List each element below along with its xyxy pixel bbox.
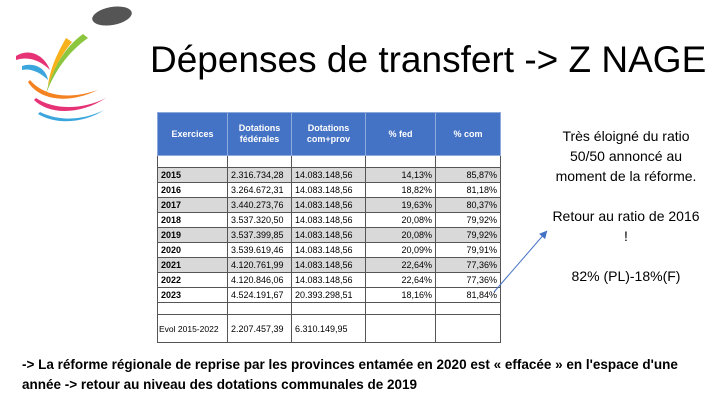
cell-year: 2019 [157, 227, 228, 243]
cell-pct-fed: 19,63% [365, 197, 436, 213]
cell-pct-com: 80,37% [435, 197, 501, 213]
cell-pct-fed: 22,64% [365, 257, 436, 273]
cell-pct-com: 77,36% [435, 257, 501, 273]
cell-comprov: 14.083.148,56 [291, 257, 366, 273]
header-pct-com: % com [435, 112, 501, 156]
table-row: 2020 3.539.619,46 14.083.148,56 20,09% 7… [157, 242, 501, 258]
transfer-table: Exercices Dotations fédérales Dotations … [157, 112, 501, 343]
side-note-line1: Très éloigné du ratio 50/50 annoncé au m… [555, 128, 697, 184]
header-dotations-federales: Dotations fédérales [227, 112, 292, 156]
cell-comprov: 14.083.148,56 [291, 167, 366, 183]
side-note-line3: 82% (PL)-18%(F) [571, 268, 681, 284]
side-note: Très éloigné du ratio 50/50 annoncé au m… [552, 126, 700, 286]
page-title: Dépenses de transfert -> Z NAGE [150, 39, 705, 80]
header-exercices: Exercices [157, 112, 228, 156]
header-dotations-comprov: Dotations com+prov [291, 112, 366, 156]
header-pct-fed: % fed [365, 112, 436, 156]
cell-year: 2021 [157, 257, 228, 273]
table-row: 2016 3.264.672,31 14.083.148,56 18,82% 8… [157, 182, 501, 198]
cell-evol-comprov: 6.310.149,95 [291, 314, 366, 343]
table-row: 2019 3.537.399,85 14.083.148,56 20,08% 7… [157, 227, 501, 243]
bottom-note: -> La réforme régionale de reprise par l… [22, 357, 678, 392]
cell-fed: 4.120.761,99 [227, 257, 292, 273]
logo-icon [16, 6, 132, 122]
table-row: 2023 4.524.191,67 20.393.298,51 18,16% 8… [157, 287, 501, 303]
cell-comprov: 14.083.148,56 [291, 227, 366, 243]
cell-fed: 3.440.273,76 [227, 197, 292, 213]
cell-pct-com: 79,92% [435, 227, 501, 243]
table-row: 2021 4.120.761,99 14.083.148,56 22,64% 7… [157, 257, 501, 273]
side-note-line2: Retour au ratio de 2016 ! [552, 208, 700, 244]
table-row: 2022 4.120.846,06 14.083.148,56 22,64% 7… [157, 272, 501, 288]
cell-fed: 3.537.399,85 [227, 227, 292, 243]
table-header-row: Exercices Dotations fédérales Dotations … [157, 112, 501, 156]
cell-pct-fed: 14,13% [365, 167, 436, 183]
table-row-evol: Evol 2015-2022 2.207.457,39 6.310.149,95 [157, 314, 501, 343]
table-row: 2017 3.440.273,76 14.083.148,56 19,63% 8… [157, 197, 501, 213]
cell-year: 2015 [157, 167, 228, 183]
cell-year: 2017 [157, 197, 228, 213]
